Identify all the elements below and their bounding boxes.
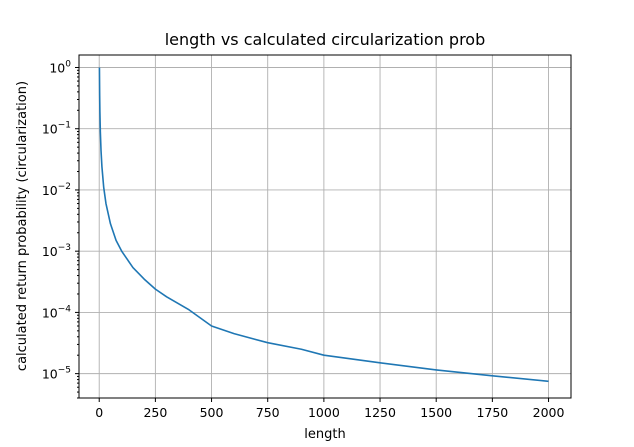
y-tick-label: 100 xyxy=(49,59,71,75)
x-tick-label: 1250 xyxy=(364,405,396,420)
y-axis-ticks: 100 10−1 10−2 10−3 10−4 10−5 xyxy=(42,59,79,399)
y-tick-label: 10−5 xyxy=(42,366,71,382)
x-axis-ticks: 0 250 500 750 1000 1250 1500 1750 2000 xyxy=(95,398,564,420)
x-tick-label: 2000 xyxy=(533,405,565,420)
grid xyxy=(79,55,571,398)
plot-frame xyxy=(78,54,572,399)
y-tick-label: 10−3 xyxy=(42,243,71,259)
y-tick-label: 10−4 xyxy=(42,304,71,320)
x-tick-label: 500 xyxy=(200,405,224,420)
x-tick-label: 750 xyxy=(256,405,280,420)
x-tick-label: 1000 xyxy=(308,405,340,420)
x-axis-label: length xyxy=(304,427,345,442)
y-axis-label: calculated return probability (circulari… xyxy=(15,81,30,371)
y-tick-label: 10−1 xyxy=(42,121,71,137)
x-tick-label: 250 xyxy=(143,405,167,420)
y-tick-label: 10−2 xyxy=(42,182,71,198)
x-tick-label: 1750 xyxy=(476,405,508,420)
x-tick-label: 1500 xyxy=(420,405,452,420)
x-tick-label: 0 xyxy=(95,405,103,420)
chart-title: length vs calculated circularization pro… xyxy=(165,30,486,49)
series-line xyxy=(98,67,549,383)
series-layer xyxy=(98,67,549,383)
